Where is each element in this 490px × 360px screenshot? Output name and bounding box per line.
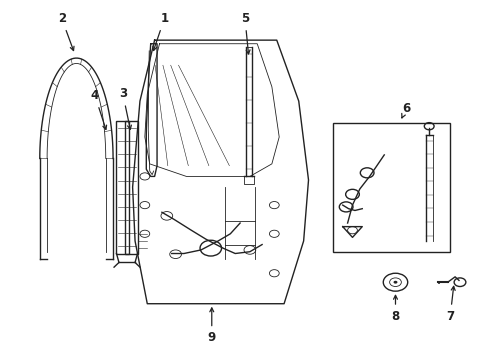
Text: 8: 8 — [392, 295, 400, 323]
Text: 4: 4 — [91, 89, 106, 129]
Text: 2: 2 — [58, 12, 74, 50]
Bar — [333, 123, 450, 252]
Circle shape — [393, 281, 397, 284]
Text: 3: 3 — [119, 87, 131, 129]
Text: 7: 7 — [446, 286, 455, 323]
Text: 1: 1 — [153, 12, 169, 50]
Text: 6: 6 — [402, 102, 410, 118]
Bar — [117, 121, 129, 253]
Bar — [125, 121, 138, 253]
Text: 9: 9 — [208, 308, 216, 344]
Text: 5: 5 — [241, 12, 250, 54]
